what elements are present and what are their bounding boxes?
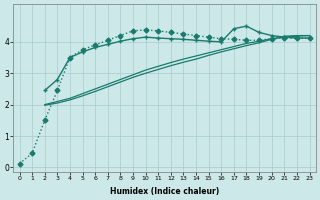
- X-axis label: Humidex (Indice chaleur): Humidex (Indice chaleur): [110, 187, 219, 196]
